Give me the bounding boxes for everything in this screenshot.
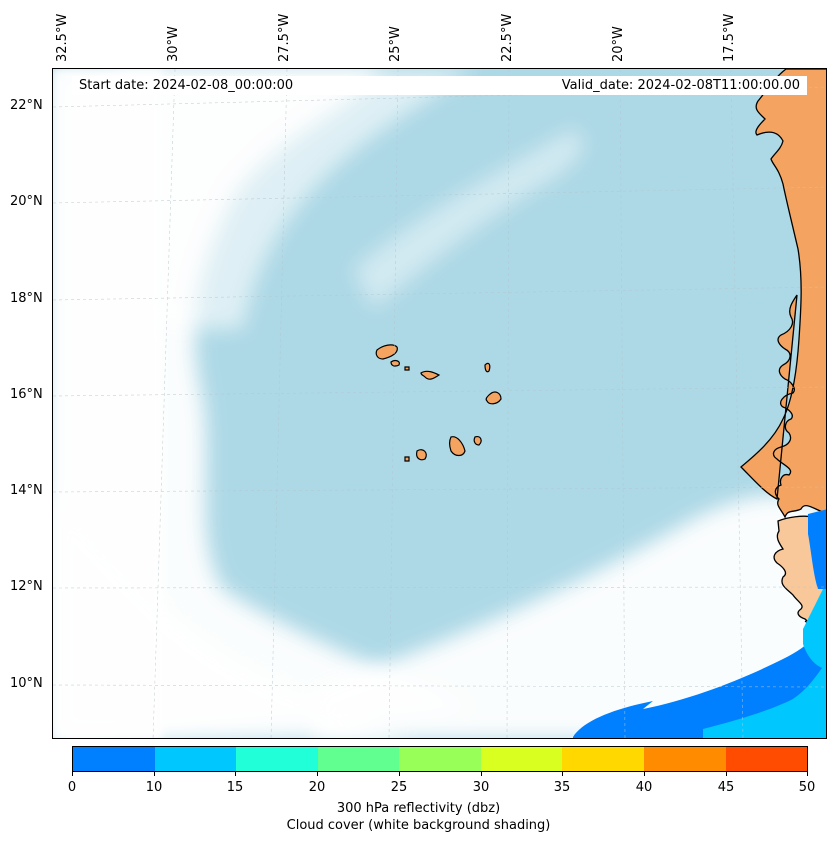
- colorbar-tickmark-45: [726, 772, 727, 776]
- colorbar-tick-label-15: 15: [226, 780, 244, 795]
- reflectivity-0-10: [573, 610, 826, 738]
- lat-label-20n: 20°N: [10, 194, 43, 209]
- lat-label-16n: 16°N: [10, 387, 43, 402]
- colorbar-tickmark-10: [154, 772, 155, 776]
- lon-label-32-5w: 32.5°W: [55, 13, 70, 62]
- lon-label-17-5w: 17.5°W: [722, 13, 737, 62]
- island-maio: [473, 436, 482, 446]
- island-santa-luzia: [404, 366, 410, 371]
- lat-label-12n: 12°N: [10, 579, 43, 594]
- reflectivity-10-15: [703, 661, 826, 738]
- colorbar-tick-label-0: 0: [67, 780, 77, 795]
- graticule: [53, 69, 826, 738]
- lon-label-25w: 25°W: [388, 26, 403, 62]
- colorbar-tick-label-50: 50: [798, 780, 816, 795]
- lon-label-20w: 20°W: [611, 26, 626, 62]
- date-info-bar: Start date: 2024-02-08_00:00:00 Valid_da…: [72, 76, 807, 95]
- colorbar-tick-label-10: 10: [145, 780, 163, 795]
- gridline-lon-22-5: [506, 69, 510, 738]
- colorbar-segment-30-35: [480, 747, 563, 771]
- lat-label-22n: 22°N: [10, 98, 43, 113]
- colorbar-tick-label-20: 20: [308, 780, 326, 795]
- colorbar-segment-15-20: [236, 747, 318, 771]
- reflectivity-colorbar: [72, 746, 808, 772]
- colorbar-segment-0-10: [73, 747, 155, 771]
- colorbar-segment-35-40: [562, 747, 644, 771]
- colorbar-segment-10-15: [154, 747, 237, 771]
- cloud-southeast-band: [313, 495, 826, 738]
- cloud-streak-north: [353, 129, 584, 309]
- lon-label-30w: 30°W: [166, 26, 181, 62]
- colorbar-segment-25-30: [399, 747, 481, 771]
- reflectivity-southeast-edge: [808, 509, 826, 589]
- colorbar-segment-20-25: [317, 747, 400, 771]
- gridline-lon-25: [388, 69, 399, 738]
- colorbar-tickmark-20: [317, 772, 318, 776]
- island-sao-vicente: [390, 359, 400, 367]
- gridline-lon-27-5: [270, 69, 288, 738]
- gridline-lon-20: [619, 69, 626, 738]
- colorbar-tick-label-45: 45: [717, 780, 735, 795]
- colorbar-tickmark-50: [807, 772, 808, 776]
- colorbar-tickmark-40: [644, 772, 645, 776]
- colorbar-subtitle: Cloud cover (white background shading): [286, 818, 551, 833]
- gridline-lon-17-5: [730, 69, 744, 738]
- colorbar-title: 300 hPa reflectivity (dbz): [336, 801, 501, 816]
- colorbar-tickmark-30: [481, 772, 482, 776]
- cape-verde-islands: [375, 344, 502, 462]
- island-sal: [484, 362, 491, 373]
- reflectivity-10-15-east: [803, 583, 826, 669]
- colorbar-tickmark-25: [399, 772, 400, 776]
- colorbar-tick-label-40: 40: [635, 780, 653, 795]
- island-fogo: [416, 449, 427, 461]
- start-date-label: Start date: 2024-02-08_00:00:00: [79, 78, 294, 93]
- lat-label-10n: 10°N: [10, 676, 43, 691]
- cloud-northwest-haze: [113, 69, 473, 329]
- island-boa-vista: [485, 391, 502, 405]
- lat-label-14n: 14°N: [10, 483, 43, 498]
- lat-label-18n: 18°N: [10, 291, 43, 306]
- island-santiago: [448, 436, 466, 457]
- colorbar-segment-45-50: [725, 747, 808, 771]
- gridline-lon-30: [152, 69, 176, 738]
- cloud-west-edge: [53, 69, 163, 738]
- lon-label-22-5w: 22.5°W: [500, 13, 515, 62]
- colorbar-segment-40-45: [643, 747, 726, 771]
- colorbar-tickmark-15: [235, 772, 236, 776]
- map-panel[interactable]: [52, 68, 827, 739]
- colorbar-tick-label-35: 35: [553, 780, 571, 795]
- valid-date-label: Valid_date: 2024-02-08T11:00:00.00: [561, 78, 800, 93]
- island-sao-nicolau: [420, 370, 441, 380]
- reflectivity-layer: [573, 509, 826, 738]
- island-brava: [404, 456, 410, 462]
- colorbar-tickmark-0: [72, 772, 73, 776]
- colorbar-tickmark-35: [562, 772, 563, 776]
- map-canvas: [53, 69, 826, 738]
- colorbar-tick-label-30: 30: [472, 780, 490, 795]
- lon-label-27-5w: 27.5°W: [277, 13, 292, 62]
- colorbar-tick-label-25: 25: [390, 780, 408, 795]
- africa-coast: [740, 69, 826, 519]
- island-santo-antao: [375, 344, 398, 360]
- cloud-cover-layer: [53, 69, 826, 738]
